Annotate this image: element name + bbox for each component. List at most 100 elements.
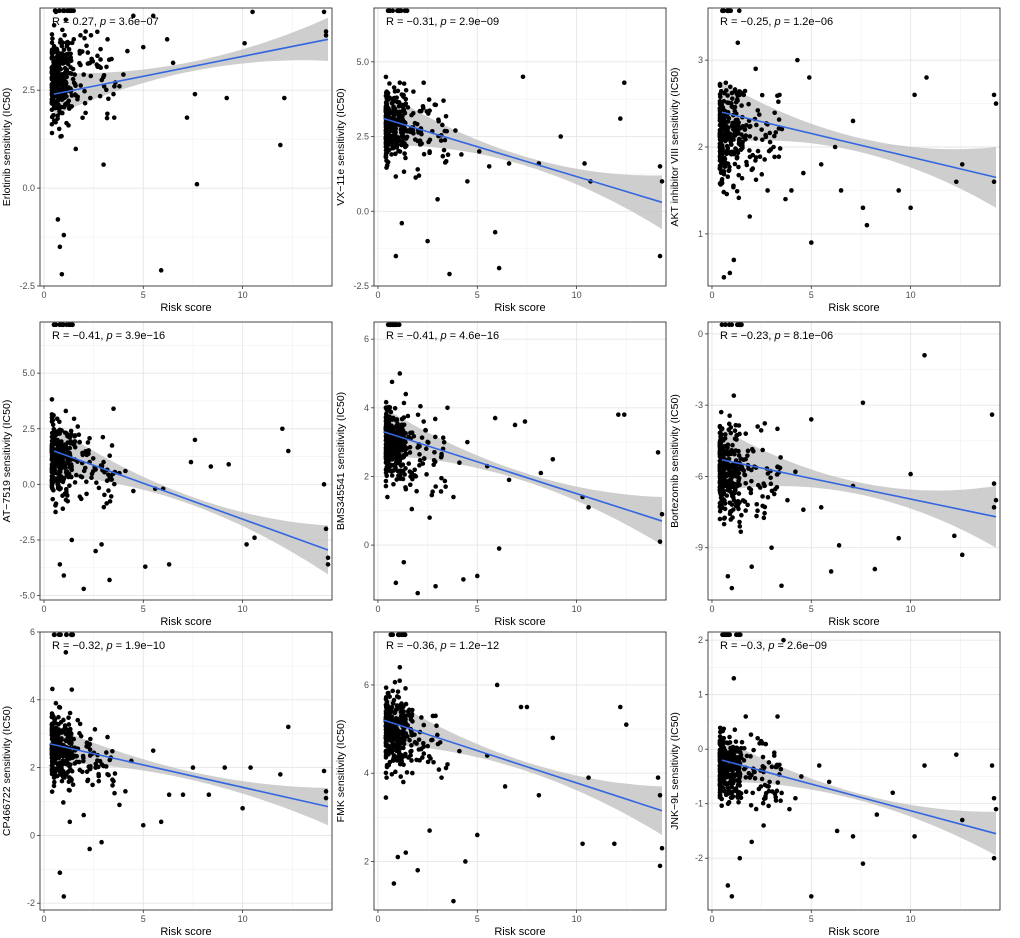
data-point [734,188,740,194]
data-point [730,515,735,520]
data-point [77,60,82,66]
data-point [725,93,730,98]
data-point [718,434,723,439]
data-point [388,457,394,462]
data-point [922,352,927,358]
data-point [395,854,401,860]
correlation-p-value: = 1.2e−06 [781,16,834,28]
y-tick-label: -2.5 [353,281,369,291]
data-point [101,162,106,167]
data-point [438,489,444,494]
data-point [808,417,814,422]
x-axis-label: Risk score [160,302,211,314]
data-point [420,103,426,109]
data-point [389,152,394,157]
data-point [722,443,728,449]
data-point [58,37,63,43]
data-point [726,427,732,433]
data-point [325,555,331,561]
data-point [623,722,629,727]
data-point [746,466,751,471]
data-point [425,439,430,445]
data-point [730,492,735,498]
data-point [740,139,745,145]
data-point [67,819,73,825]
regression-line [383,431,663,522]
data-point [717,448,723,454]
data-point [719,119,724,124]
data-point [754,122,759,128]
data-point [743,508,748,513]
data-point [717,145,723,151]
data-point [778,455,783,460]
data-point [586,775,591,780]
data-point [736,127,741,132]
data-point [767,139,773,145]
data-point [771,133,777,139]
data-point [400,736,406,742]
data-point [718,486,723,492]
data-point [860,205,866,211]
data-point [731,676,737,681]
data-point [756,112,762,117]
data-point [60,8,66,14]
data-point [409,506,415,512]
x-tick-label: 0 [709,604,714,614]
data-point [84,43,89,49]
data-point [765,783,770,789]
data-point [726,421,732,427]
data-point [758,784,764,789]
data-point [818,505,824,510]
data-point [86,744,91,750]
data-point [117,84,122,89]
data-point [860,400,866,406]
data-point [389,322,395,328]
data-point [88,95,93,101]
data-point [81,468,87,474]
data-point [80,452,86,458]
data-point [912,834,917,839]
data-point [123,468,128,474]
data-point [421,722,427,728]
data-point [407,450,413,455]
data-point [250,9,255,15]
data-point [749,564,755,570]
data-point [766,803,771,809]
data-point [391,85,397,90]
correlation-annotation: R = −0.41, p = 4.6e−16 [386,330,499,342]
data-point [409,758,414,763]
data-point [752,776,758,781]
data-point [737,855,743,861]
data-point [78,496,84,502]
data-point [777,92,782,98]
data-point [558,134,564,139]
data-point [325,562,331,567]
data-point [735,40,741,46]
data-point [443,113,449,119]
data-point [747,154,753,160]
data-point [723,128,729,134]
data-point [51,322,57,328]
correlation-annotation: R = −0.32, p = 1.9e−10 [52,640,165,652]
data-point [789,188,794,193]
data-point [53,9,59,15]
data-point [102,492,107,498]
data-point [736,491,742,496]
data-point [735,93,740,98]
data-point [721,521,727,527]
data-point [66,762,72,767]
data-point [65,751,70,757]
data-point [726,780,732,786]
data-point [457,460,462,466]
data-point [55,217,61,222]
data-point [72,81,78,87]
data-point [808,240,814,245]
correlation-p-symbol: p [439,330,446,342]
data-point [730,442,735,448]
data-point [785,497,790,503]
data-point [49,736,55,742]
data-point [68,55,74,60]
data-point [912,92,917,98]
regression-line [383,719,663,812]
data-point [722,432,728,437]
